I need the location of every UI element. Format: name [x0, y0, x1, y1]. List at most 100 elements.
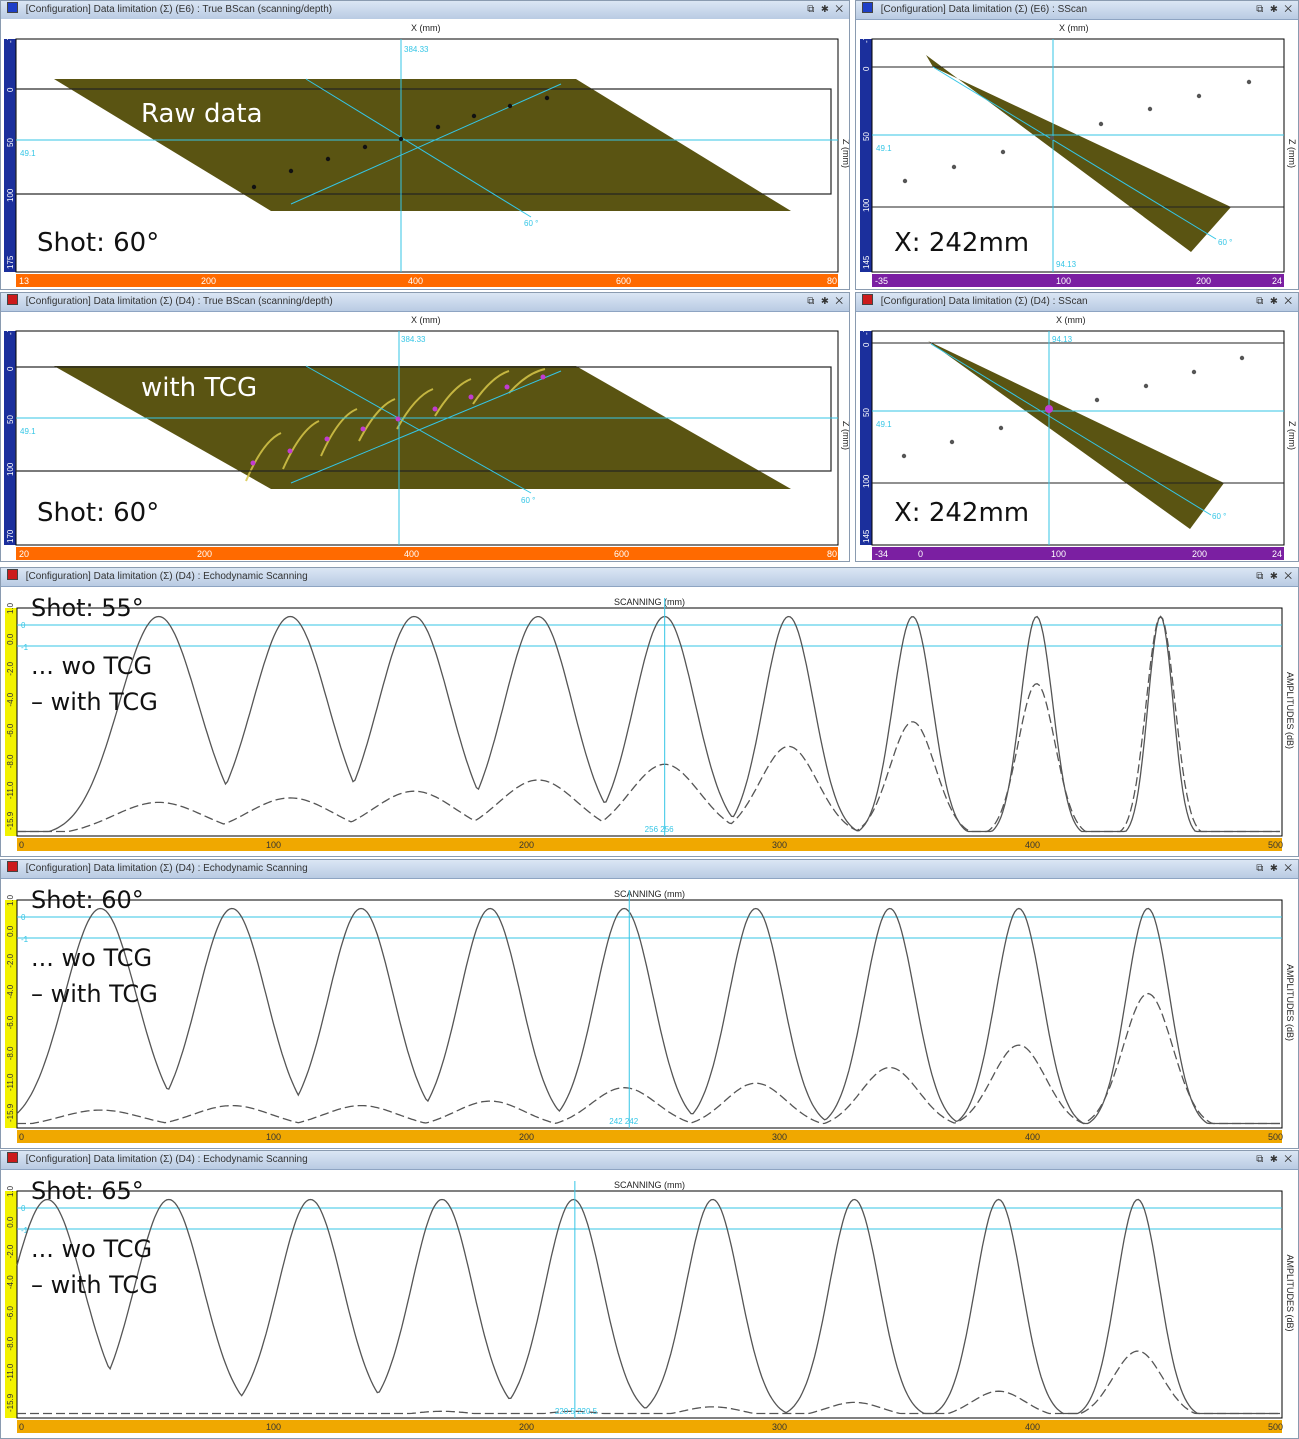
x-axis-label: X (mm)	[1059, 23, 1089, 33]
title-bar[interactable]: [Configuration] Data limitation (Σ) (D4)…	[1, 568, 1298, 587]
depth-ruler[interactable]	[4, 331, 16, 545]
angle-value: 60 °	[524, 219, 538, 228]
x-tick: 200	[519, 1422, 534, 1432]
y-tick: 100	[862, 474, 871, 488]
window-controls[interactable]: ⧉ ✱ ✕	[1256, 1154, 1294, 1165]
panel-title: [Configuration] Data limitation (Σ) (E6)…	[880, 4, 1088, 15]
series-line-with-tcg	[17, 1350, 1280, 1415]
x-tick: 0	[19, 1132, 24, 1142]
title-bar[interactable]: [Configuration] Data limitation (Σ) (D4)…	[1, 1151, 1298, 1170]
title-bar[interactable]: [Configuration] Data limitation (Σ) (E6)…	[856, 1, 1298, 20]
x-tick: 300	[772, 1132, 787, 1142]
title-bar[interactable]: [Configuration] Data limitation (Σ) (D4)…	[1, 293, 849, 312]
sscan-image	[928, 341, 1224, 529]
scan-ruler[interactable]	[872, 274, 1284, 287]
x-tick: 100	[266, 840, 281, 850]
x-tick: 80	[827, 276, 837, 286]
depth-ruler[interactable]	[860, 39, 872, 272]
angle-value: 60 °	[1212, 512, 1226, 521]
bscan-view[interactable]: X (mm) 384.33 49.1 60 ° Z (mm) -7 0 50 1…	[1, 311, 850, 562]
series-line-wo-tcg	[17, 615, 1280, 833]
y-tick: 0.0	[6, 1216, 15, 1228]
title-bar[interactable]: [Configuration] Data limitation (Σ) (D4)…	[856, 293, 1298, 312]
y-tick: 50	[862, 132, 871, 141]
title-bar[interactable]: [Configuration] Data limitation (Σ) (E6)…	[1, 1, 849, 20]
window-controls[interactable]: ⧉ ✱ ✕	[807, 4, 845, 15]
y-tick: 100	[6, 188, 15, 202]
amplitude-ruler[interactable]	[5, 608, 17, 836]
echodynamic-chart[interactable]: 1.0 0.0 -2.0 -4.0 -6.0 -8.0 -11.0 -15.9 0 -1 SCANN…	[1, 1169, 1299, 1439]
window-controls[interactable]: ⧉ ✱ ✕	[807, 296, 845, 307]
x-tick: 80	[827, 549, 837, 559]
shot-label: Shot: 60°	[37, 498, 160, 528]
y-tick: -11.0	[6, 781, 15, 799]
x-axis-label: SCANNING (mm)	[614, 889, 685, 899]
x-tick: 0	[19, 840, 24, 850]
window-controls[interactable]: ⧉ ✱ ✕	[1256, 863, 1294, 874]
x-tick: 400	[404, 549, 419, 559]
title-bar[interactable]: [Configuration] Data limitation (Σ) (D4)…	[1, 860, 1298, 879]
scan-ruler[interactable]	[16, 274, 838, 287]
cursor-lines[interactable]	[16, 39, 838, 272]
x-tick: 13	[19, 276, 29, 286]
panel-title: [Configuration] Data limitation (Σ) (D4)…	[25, 296, 333, 307]
bscan-panel-raw: [Configuration] Data limitation (Σ) (E6)…	[0, 0, 850, 290]
defect-echoes	[251, 95, 550, 190]
y-tick: 0.0	[6, 633, 15, 645]
scan-ruler[interactable]	[17, 838, 1282, 851]
depth-ruler[interactable]	[4, 39, 16, 272]
series-line-with-tcg	[17, 992, 1280, 1125]
ref-label: -1	[21, 643, 29, 652]
angle-value: 60 °	[1218, 238, 1232, 247]
y-tick: 1.0	[6, 1185, 15, 1197]
x-tick: 24	[1272, 549, 1282, 559]
y-tick: 50	[6, 138, 15, 147]
x-tick: 300	[772, 840, 787, 850]
depth-ruler[interactable]	[860, 331, 872, 545]
x-tick: 0	[19, 1422, 24, 1432]
y-tick: 170	[6, 529, 15, 543]
bscan-view[interactable]: X (mm) 384.33 49.1 60 ° Z (mm) -7 0 50 1…	[1, 19, 850, 290]
y-tick: -7	[862, 327, 871, 335]
x-tick: 100	[1056, 276, 1071, 286]
scan-ruler[interactable]	[17, 1130, 1282, 1143]
x-tick: 100	[1051, 549, 1066, 559]
position-label: X: 242mm	[894, 498, 1030, 528]
window-controls[interactable]: ⧉ ✱ ✕	[1256, 296, 1294, 307]
scan-ruler[interactable]	[872, 547, 1284, 560]
bscan-image	[54, 79, 791, 211]
window-icon	[7, 861, 18, 872]
x-tick: 400	[1025, 1132, 1040, 1142]
cursor-x-value: 94.13	[1056, 260, 1077, 269]
x-axis-label: X (mm)	[1056, 315, 1086, 325]
echodynamic-chart[interactable]: 1.0 0.0 -2.0 -4.0 -6.0 -8.0 -11.0 -15.9 0 -1 SCANN…	[1, 878, 1299, 1149]
x-tick: 200	[201, 276, 216, 286]
legend-wo-tcg: ... wo TCG	[31, 652, 153, 680]
sscan-panel-tcg: [Configuration] Data limitation (Σ) (D4)…	[855, 292, 1299, 562]
window-controls[interactable]: ⧉ ✱ ✕	[1256, 4, 1294, 15]
x-tick: 100	[266, 1132, 281, 1142]
x-tick: 400	[1025, 1422, 1040, 1432]
amplitude-ruler[interactable]	[5, 1191, 17, 1418]
y-tick: 175	[6, 255, 15, 269]
scan-ruler[interactable]	[16, 547, 838, 560]
legend-with-tcg: – with TCG	[31, 1271, 158, 1299]
sscan-view[interactable]: X (mm) 94.13 49.1 60 ° Z (mm) -7 0 50 10…	[856, 311, 1299, 562]
y-tick: -6.0	[6, 1015, 15, 1029]
x-tick: 300	[772, 1422, 787, 1432]
x-tick: 600	[614, 549, 629, 559]
window-icon	[7, 2, 18, 13]
y-tick: 145	[862, 255, 871, 269]
z-axis-label: Z (mm)	[1287, 421, 1297, 450]
ref-label: -1	[21, 1226, 29, 1235]
window-controls[interactable]: ⧉ ✱ ✕	[1256, 571, 1294, 582]
y-tick: -2.0	[6, 661, 15, 675]
y-tick: -7	[6, 327, 15, 335]
echodynamic-panel: [Configuration] Data limitation (Σ) (D4)…	[0, 1150, 1299, 1439]
sscan-view[interactable]: X (mm) 49.1 94.13 60 ° Z (mm) -7 0 50 10…	[856, 19, 1299, 290]
amplitude-ruler[interactable]	[5, 900, 17, 1128]
echodynamic-chart[interactable]: 1.0 0.0 -2.0 -4.0 -6.0 -8.0 -11.0 -15.9 0 -1 SCANN…	[1, 586, 1299, 857]
y-tick: -15.9	[6, 1103, 15, 1122]
y-tick: -15.9	[6, 1393, 15, 1412]
scan-ruler[interactable]	[17, 1420, 1282, 1433]
